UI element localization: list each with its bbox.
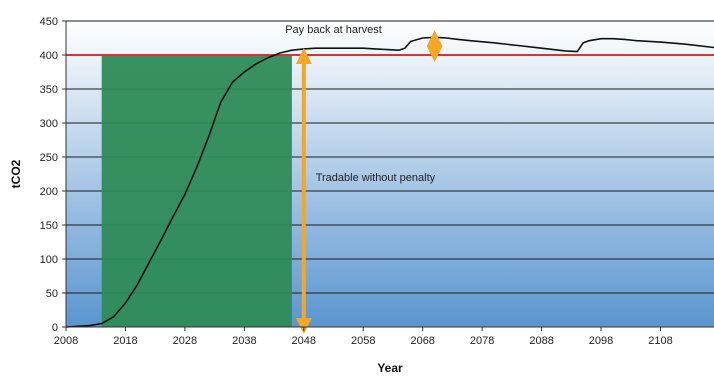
x-tick-label-2038: 2038 (232, 335, 256, 347)
x-tick-label-2108: 2108 (648, 335, 672, 347)
x-tick-label-2018: 2018 (113, 335, 137, 347)
y-tick-label-400: 400 (40, 50, 58, 62)
series-line-0 (65, 36, 714, 328)
annotation-0: Pay back at harvest (285, 24, 382, 36)
y-tick-label-100: 100 (40, 254, 58, 266)
y-tick-label-0: 0 (52, 322, 58, 334)
annotation-1: Tradable without penalty (316, 172, 436, 184)
x-tick-label-2028: 2028 (173, 335, 197, 347)
y-tick-label-200: 200 (40, 186, 58, 198)
x-tick-label-2078: 2078 (470, 335, 494, 347)
y-tick-label-350: 350 (40, 84, 58, 96)
y-tick-label-50: 50 (46, 288, 58, 300)
x-tick-label-2068: 2068 (410, 335, 434, 347)
x-axis-title: Year (377, 361, 403, 375)
x-tick-label-2088: 2088 (529, 335, 553, 347)
x-tick-label-2098: 2098 (589, 335, 613, 347)
y-tick-label-300: 300 (40, 118, 58, 130)
x-tick-label-2058: 2058 (351, 335, 375, 347)
shaded-region (101, 55, 292, 327)
y-tick-label-150: 150 (40, 220, 58, 232)
x-tick-label-2008: 2008 (54, 335, 78, 347)
y-tick-label-250: 250 (40, 152, 58, 164)
y-axis-title: tCO2 (9, 159, 23, 188)
y-tick-label-450: 450 (40, 16, 58, 28)
x-tick-label-2048: 2048 (292, 335, 316, 347)
